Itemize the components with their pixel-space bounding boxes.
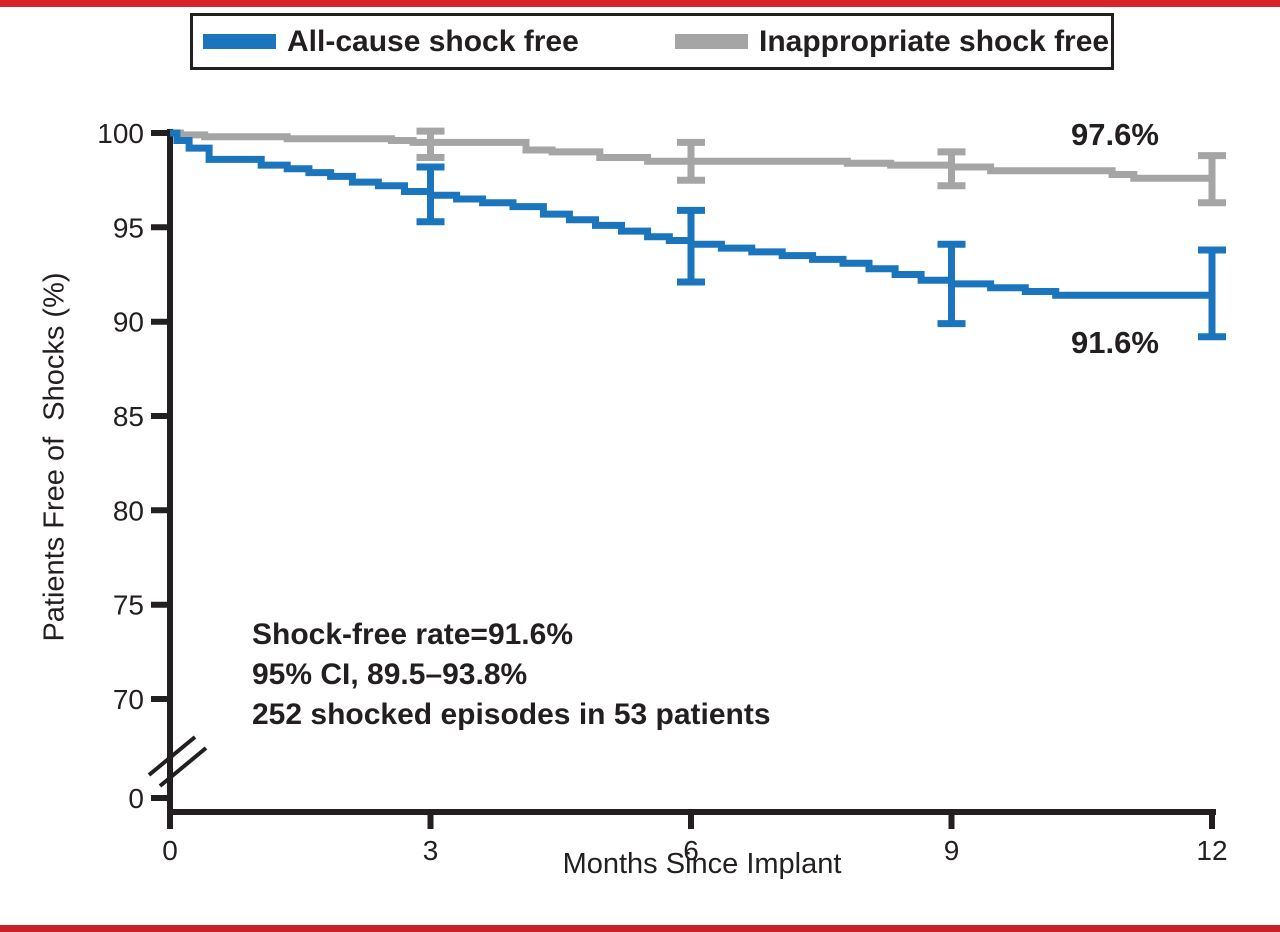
legend-label-inappropriate: Inappropriate shock free: [759, 24, 1110, 58]
y-tick-label: 75: [113, 590, 144, 621]
bottom-red-divider: [0, 925, 1280, 932]
y-tick-label: 95: [113, 212, 144, 243]
x-axis-title: Months Since Implant: [562, 848, 842, 880]
annotation-block: Shock-free rate=91.6% 95% CI, 89.5–93.8%…: [252, 615, 771, 735]
y-tick-label: 70: [113, 684, 144, 715]
annotation-line-shock-free-rate: Shock-free rate=91.6%: [252, 618, 574, 651]
x-tick-label: 12: [1196, 835, 1227, 866]
step-curve-all-cause: [170, 129, 1212, 299]
axis-break-mark: [147, 735, 197, 777]
y-tick-label: 80: [113, 495, 144, 526]
top-red-divider: [0, 0, 1280, 7]
all-cause-line-swatch-icon: [203, 34, 276, 49]
legend-label-all-cause: All-cause shock free: [287, 24, 579, 58]
blue-series-end-value-label: 91.6%: [1071, 325, 1159, 360]
step-curve-inappropriate: [170, 129, 1212, 182]
legend-box: All-cause shock free Inappropriate shock…: [190, 13, 1114, 70]
inappropriate-line-swatch-icon: [675, 34, 748, 49]
y-tick-label: 90: [113, 307, 144, 338]
annotation-line-confidence-interval: 95% CI, 89.5–93.8%: [252, 658, 528, 691]
y-tick-label-zero: 0: [128, 783, 144, 814]
axis-break-mark: [158, 746, 208, 788]
annotation-line-episodes: 252 shocked episodes in 53 patients: [252, 698, 771, 731]
y-axis-title: Patients Free of Shocks (%): [38, 272, 71, 642]
x-tick-label: 6: [683, 835, 699, 866]
x-tick-label: 0: [162, 835, 178, 866]
gray-series-end-value-label: 97.6%: [1071, 117, 1159, 152]
legend-item-all-cause: All-cause shock free: [203, 16, 579, 67]
legend-item-inappropriate: Inappropriate shock free: [675, 16, 1109, 67]
y-tick-label: 85: [113, 401, 144, 432]
x-tick-label: 3: [423, 835, 439, 866]
x-tick-label: 9: [944, 835, 960, 866]
y-tick-label: 100: [97, 118, 144, 149]
